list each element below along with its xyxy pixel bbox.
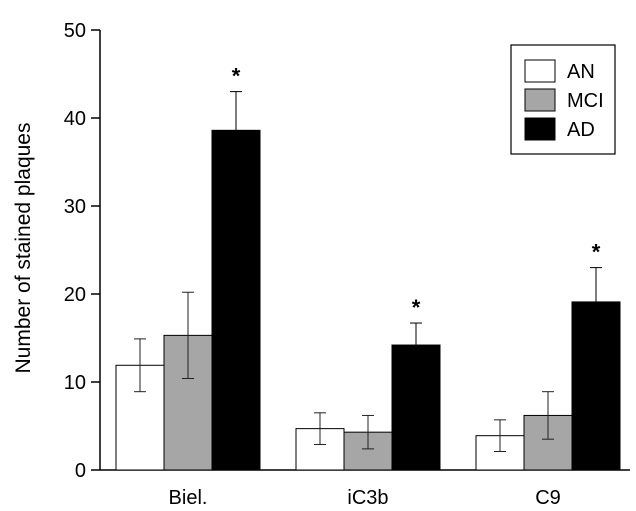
y-tick-label: 50 bbox=[64, 20, 86, 42]
significance-marker: * bbox=[592, 240, 601, 265]
legend: AN MCI AD bbox=[510, 44, 616, 155]
significance-marker: * bbox=[412, 295, 421, 320]
legend-swatch-an bbox=[524, 59, 556, 83]
legend-swatch-mci bbox=[524, 88, 556, 112]
significance-marker: * bbox=[232, 64, 241, 89]
x-category-label: Biel. bbox=[169, 487, 208, 509]
legend-label-ad: AD bbox=[567, 119, 595, 141]
x-category-label: iC3b bbox=[347, 487, 388, 509]
legend-label-an: AN bbox=[567, 61, 595, 83]
x-category-label: C9 bbox=[535, 487, 561, 509]
y-axis-title: Number of stained plaques bbox=[12, 123, 35, 374]
y-tick-label: 10 bbox=[64, 372, 86, 394]
bar-an-1 bbox=[295, 428, 345, 471]
bar-ad-0 bbox=[211, 129, 261, 471]
y-tick-label: 30 bbox=[64, 196, 86, 218]
legend-label-mci: MCI bbox=[567, 90, 604, 112]
y-tick-label: 40 bbox=[64, 108, 86, 130]
legend-swatch-ad bbox=[524, 117, 556, 141]
y-tick-label: 20 bbox=[64, 284, 86, 306]
plot-area: 0 10 20 30 40 50 Biel. iC3b C9 * * * bbox=[64, 20, 630, 509]
y-tick-label: 0 bbox=[75, 460, 86, 482]
